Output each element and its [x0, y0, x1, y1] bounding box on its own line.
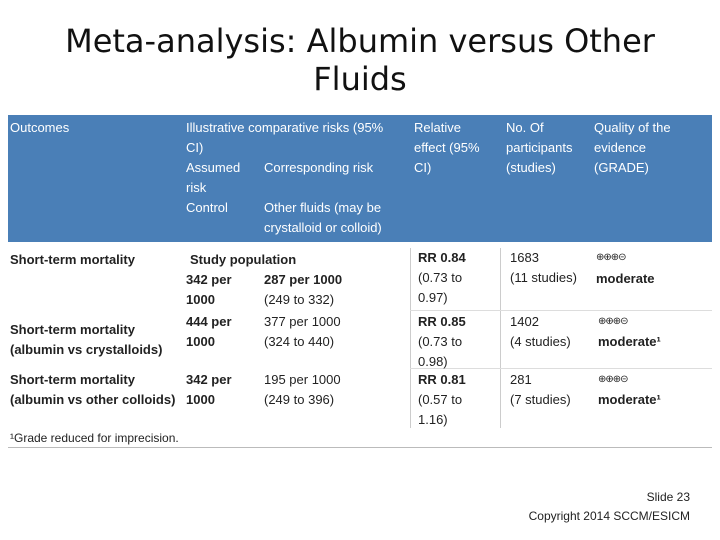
- cell: 342 per 1000: [186, 272, 232, 307]
- cell: RR 0.85: [418, 314, 466, 329]
- cell: moderate: [596, 271, 655, 286]
- cell: (324 to 440): [264, 334, 335, 349]
- cell: RR 0.84: [418, 250, 466, 265]
- grade-symbols: ⊕⊕⊕⊝: [596, 252, 627, 263]
- header-cell: Outcomes: [10, 120, 70, 135]
- row-border: [8, 447, 712, 448]
- cell: (0.73 to 0.98): [418, 334, 463, 369]
- cell: moderate¹: [598, 334, 661, 349]
- cell: 377 per 1000: [264, 314, 341, 329]
- cell: (249 to 396): [264, 392, 335, 407]
- row-border: [8, 242, 712, 243]
- cell: 1683: [510, 250, 539, 265]
- cell: 444 per 1000: [186, 314, 232, 349]
- grade-symbols: ⊕⊕⊕⊝: [598, 374, 629, 385]
- table-header: [8, 115, 712, 242]
- cell: 195 per 1000: [264, 372, 341, 387]
- header-cell: Assumed risk: [186, 160, 241, 195]
- cell: (11 studies): [510, 270, 577, 285]
- column-border: [500, 248, 501, 428]
- cell: (0.73 to 0.97): [418, 270, 463, 305]
- outcome: Short-term mortality (albumin vs crystal…: [10, 322, 163, 357]
- cell: 287 per 1000: [264, 272, 343, 287]
- outcome: Short-term mortality: [10, 252, 135, 267]
- cell: 281: [510, 372, 532, 387]
- footnote: ¹Grade reduced for imprecision.: [10, 431, 179, 445]
- copyright: Copyright 2014 SCCM/ESICM: [528, 509, 690, 523]
- cell: (4 studies): [510, 334, 571, 349]
- cell: RR 0.81: [418, 372, 466, 387]
- grade-symbols: ⊕⊕⊕⊝: [598, 316, 629, 327]
- header-cell: Other fluids (may be crystalloid or coll…: [264, 200, 382, 235]
- row-border: [410, 310, 712, 311]
- header-cell: No. Of participants (studies): [506, 120, 573, 175]
- cell: 342 per 1000: [186, 372, 232, 407]
- cell: (7 studies): [510, 392, 571, 407]
- cell: (0.57 to 1.16): [418, 392, 463, 427]
- header-cell: Corresponding risk: [264, 160, 374, 175]
- cell: moderate¹: [598, 392, 661, 407]
- cell: Study population: [190, 252, 297, 267]
- slide-title: Meta-analysis: Albumin versus Other Flui…: [65, 22, 655, 98]
- slide-number: Slide 23: [646, 490, 690, 504]
- column-border: [410, 248, 411, 428]
- row-border: [410, 368, 712, 369]
- header-cell: Relative effect (95% CI): [414, 120, 480, 175]
- header-cell: Quality of the evidence (GRADE): [594, 120, 671, 175]
- cell: 1402: [510, 314, 539, 329]
- outcome: Short-term mortality (albumin vs other c…: [10, 372, 176, 407]
- header-cell: Illustrative comparative risks (95% CI): [186, 120, 384, 155]
- header-cell: Control: [186, 200, 228, 215]
- cell: (249 to 332): [264, 292, 335, 307]
